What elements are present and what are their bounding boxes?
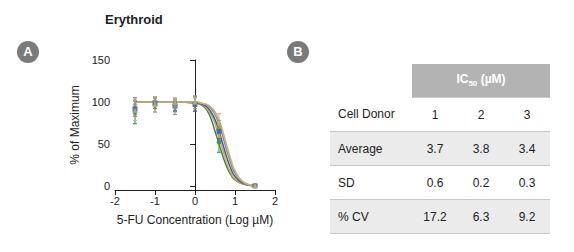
html-text:Cell Donor: Cell Donor [338, 107, 395, 122]
svg-text:-1: -1 [150, 195, 160, 207]
html-text:17.2: 17.2 [423, 209, 447, 224]
svg-text:% of Maximum: % of Maximum [68, 85, 82, 164]
svg-text:-2: -2 [110, 195, 120, 207]
html-text:% CV: % CV [338, 209, 369, 224]
svg-text:50: 50 [98, 138, 110, 150]
svg-text:5-FU Concentration (Log µM): 5-FU Concentration (Log µM) [117, 213, 273, 227]
html-text:9.2: 9.2 [518, 209, 536, 224]
html-text:6.3: 6.3 [472, 209, 490, 224]
svg-text:Erythroid: Erythroid [105, 12, 163, 27]
html-text:3.7: 3.7 [426, 141, 444, 156]
html-text:3.4: 3.4 [518, 141, 536, 156]
svg-text:0: 0 [104, 180, 110, 192]
svg-text:0: 0 [192, 195, 198, 207]
html-text:SD: SD [338, 175, 355, 190]
html-text:A: A [23, 44, 33, 59]
svg-text:2: 2 [272, 195, 278, 207]
html-text:IC50(µM): IC50(µM) [456, 72, 506, 89]
svg-text:100: 100 [92, 96, 110, 108]
html-text:0.2: 0.2 [472, 175, 490, 190]
svg-text:150: 150 [92, 54, 110, 66]
html-text:B: B [293, 44, 303, 59]
html-text:1: 1 [431, 107, 439, 122]
html-text:3: 3 [523, 107, 531, 122]
html-text:0.3: 0.3 [518, 175, 536, 190]
html-text:0.6: 0.6 [426, 175, 444, 190]
html-text:2: 2 [477, 107, 485, 122]
html-text:3.8: 3.8 [472, 141, 490, 156]
html-text:Average: Average [338, 141, 383, 156]
svg-text:1: 1 [232, 195, 238, 207]
